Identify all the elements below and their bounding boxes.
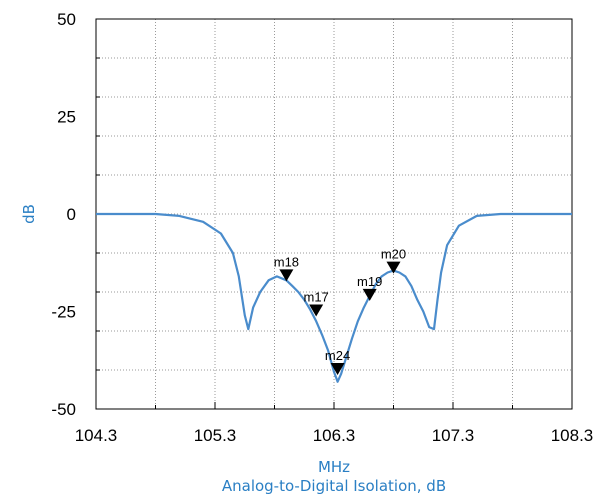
marker-label-m19: m19 — [357, 274, 382, 289]
x-tick-label: 108.3 — [551, 426, 594, 445]
marker-label-m17: m17 — [304, 290, 329, 305]
y-tick-label: 25 — [57, 108, 76, 127]
marker-m18 — [279, 269, 294, 282]
marker-label-m18: m18 — [274, 254, 299, 269]
x-axis-title: MHz — [318, 458, 350, 476]
marker-m19 — [362, 288, 377, 301]
marker-m24 — [330, 363, 345, 375]
marker-m17 — [309, 304, 324, 317]
marker-label-m24: m24 — [325, 348, 350, 363]
x-tick-label: 107.3 — [432, 426, 475, 445]
x-tick-label: 104.3 — [75, 426, 118, 445]
y-tick-label: -25 — [51, 303, 76, 322]
x-tick-label: 105.3 — [194, 426, 237, 445]
marker-label-m20: m20 — [381, 247, 406, 262]
marker-m20 — [386, 261, 401, 274]
y-tick-label: -50 — [51, 400, 76, 419]
y-axis-title: dB — [20, 204, 38, 224]
x-tick-label: 106.3 — [313, 426, 356, 445]
markers: m18 m17 m24 m19 m20 — [274, 247, 406, 375]
y-tick-label: 0 — [67, 205, 76, 224]
y-tick-label: 50 — [57, 10, 76, 29]
x-tick-labels: 104.3 105.3 106.3 107.3 108.3 — [75, 426, 594, 445]
y-tick-labels: 50 25 0 -25 -50 — [51, 10, 76, 419]
chart-title: Analog-to-Digital Isolation, dB — [222, 477, 446, 495]
series-line — [96, 212, 572, 383]
